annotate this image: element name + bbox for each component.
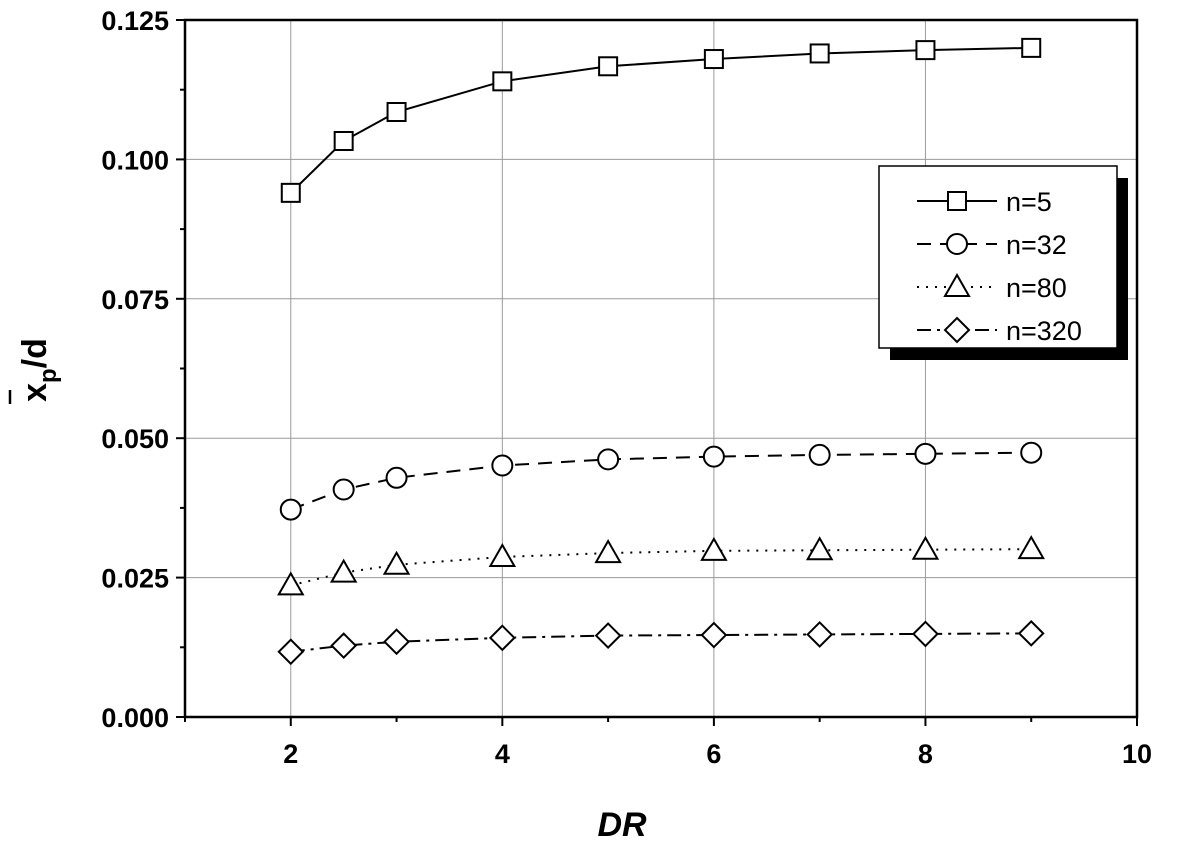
data-point-diamond <box>277 638 305 666</box>
series-n=320 <box>277 619 1045 666</box>
legend-item: n=320 <box>917 316 1082 346</box>
y-axis-label-main: x <box>16 383 54 402</box>
data-point-diamond <box>1017 619 1045 647</box>
legend-marker-square <box>947 191 967 211</box>
y-tick-label: 0.050 <box>101 424 169 454</box>
y-tick-label: 0.100 <box>101 145 169 175</box>
data-point-circle <box>385 466 408 489</box>
legend-item: n=5 <box>917 187 1052 217</box>
plot-series <box>277 37 1045 666</box>
legend-marker-triangle <box>943 272 971 297</box>
x-tick-label: 10 <box>1122 739 1152 769</box>
data-point-diamond <box>594 622 622 650</box>
legend-label: n=80 <box>1006 273 1067 303</box>
data-point-diamond <box>488 624 516 652</box>
data-point-triangle <box>277 571 305 596</box>
legend-item: n=32 <box>917 230 1067 260</box>
grid-lines <box>185 20 1137 717</box>
data-point-square <box>703 49 724 70</box>
y-tick-label: 0.075 <box>101 285 169 315</box>
data-point-square <box>386 102 407 123</box>
data-point-triangle <box>911 535 940 560</box>
y-axis-label: xp/d <box>8 338 62 404</box>
data-point-diamond <box>806 621 834 648</box>
y-axis-label-text: xp/d <box>16 338 62 402</box>
data-point-square <box>1021 37 1042 58</box>
legend-label: n=5 <box>1006 187 1052 217</box>
data-point-triangle <box>382 550 411 575</box>
legend: n=5 n=32 n=80 n=320 <box>878 165 1128 360</box>
legend-label: n=320 <box>1006 316 1082 346</box>
x-tick-label: 6 <box>706 739 721 769</box>
data-point-circle <box>1020 441 1043 464</box>
y-tick-label: 0.000 <box>101 703 169 733</box>
data-point-circle <box>332 478 355 501</box>
data-point-triangle <box>700 536 728 561</box>
data-point-diamond <box>700 621 728 649</box>
data-point-triangle <box>594 539 622 564</box>
data-point-circle <box>491 454 514 477</box>
data-point-diamond <box>330 632 358 660</box>
data-point-triangle <box>329 558 358 583</box>
data-point-square <box>598 56 619 77</box>
x-tick-label: 4 <box>495 739 510 769</box>
data-point-circle <box>914 442 937 465</box>
legend-marker-diamond <box>943 316 971 344</box>
data-point-square <box>492 71 513 92</box>
data-point-circle <box>808 443 831 466</box>
y-tick-label: 0.025 <box>101 564 169 594</box>
series-line <box>290 548 1032 587</box>
data-point-square <box>333 130 354 151</box>
data-point-diamond <box>383 628 410 656</box>
axis-ticks: 2 4 6 8 10 0.000 0.025 0.050 0.075 0.100 0.125 <box>101 6 1152 769</box>
series-n=32 <box>279 441 1043 521</box>
data-point-triangle <box>805 536 834 561</box>
series-line <box>290 632 1032 653</box>
legend-item: n=80 <box>917 272 1067 303</box>
data-point-circle <box>597 448 620 471</box>
series-n=80 <box>277 535 1045 596</box>
data-point-triangle <box>1017 535 1045 560</box>
data-point-diamond <box>912 620 939 648</box>
data-point-square <box>809 43 830 64</box>
data-point-square <box>915 40 936 61</box>
legend-box <box>878 165 1118 349</box>
legend-marker-circle <box>946 233 968 255</box>
data-point-triangle <box>488 542 517 567</box>
x-tick-label: 2 <box>283 739 298 769</box>
data-point-square <box>280 182 301 203</box>
x-tick-label: 8 <box>918 739 933 769</box>
y-axis-label-sub: p <box>35 368 62 383</box>
legend-label: n=32 <box>1006 230 1067 260</box>
data-point-circle <box>702 445 725 468</box>
series-n=5 <box>280 37 1042 203</box>
y-tick-label: 0.125 <box>101 6 169 36</box>
plot-frame <box>183 18 1139 719</box>
y-axis-label-rest: /d <box>16 338 54 368</box>
x-axis-label: DR <box>597 806 647 844</box>
data-point-circle <box>279 498 302 521</box>
